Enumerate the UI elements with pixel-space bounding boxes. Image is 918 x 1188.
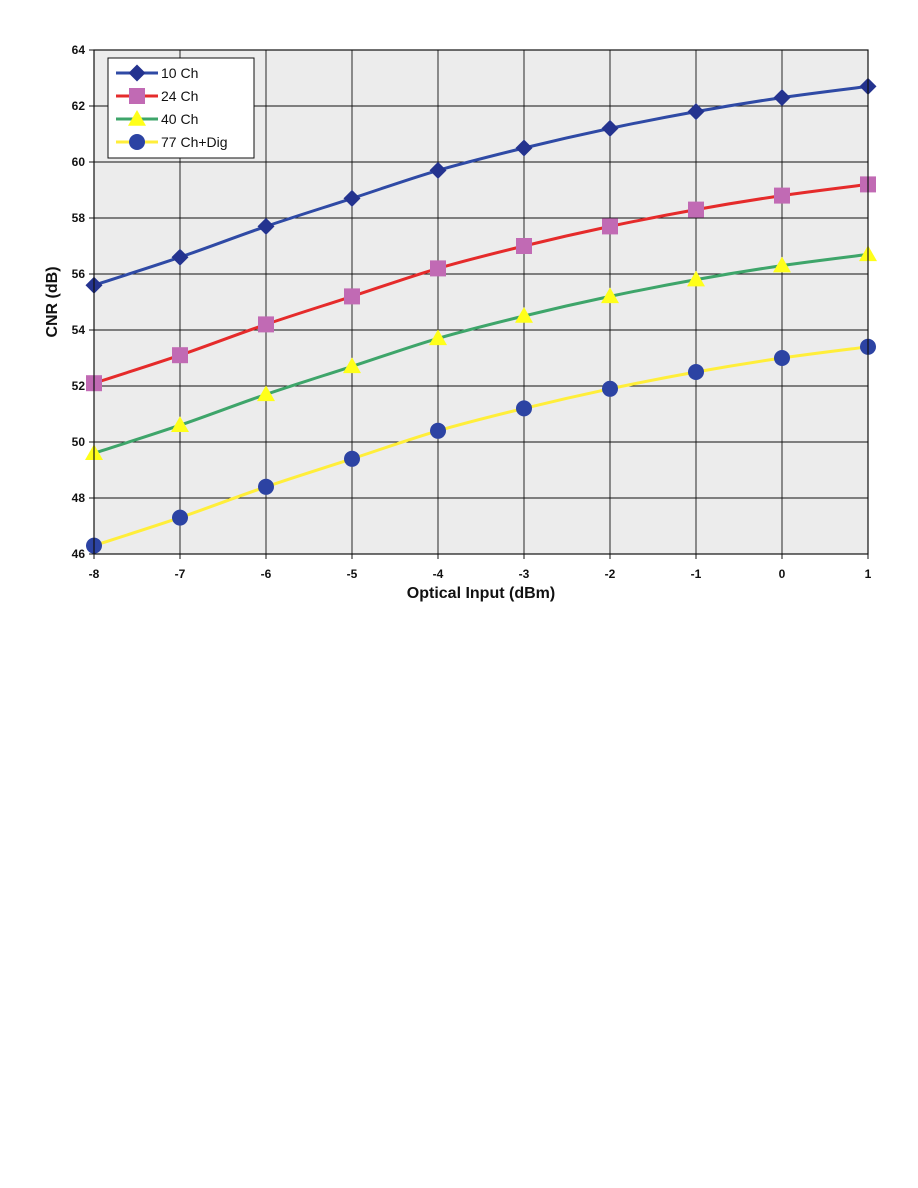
x-tick-label: -4 bbox=[433, 567, 444, 581]
data-point bbox=[516, 400, 532, 417]
data-point bbox=[774, 350, 790, 366]
series-markers bbox=[85, 245, 877, 460]
data-point bbox=[515, 139, 533, 157]
x-tick-label: -5 bbox=[347, 567, 358, 581]
y-axis-title: CNR (dB) bbox=[44, 266, 61, 337]
y-tick-label: 52 bbox=[72, 379, 86, 393]
data-point bbox=[257, 385, 275, 402]
legend-label: 40 Ch bbox=[161, 111, 198, 127]
data-point bbox=[688, 364, 704, 380]
data-point bbox=[430, 422, 446, 439]
data-point bbox=[171, 416, 189, 432]
data-point bbox=[687, 270, 705, 287]
y-tick-label: 56 bbox=[72, 267, 86, 281]
y-tick-label: 46 bbox=[72, 547, 86, 561]
y-tick-label: 60 bbox=[72, 155, 86, 169]
data-point bbox=[344, 288, 360, 305]
data-point bbox=[687, 103, 705, 121]
data-point bbox=[258, 478, 274, 495]
data-point bbox=[344, 450, 360, 467]
x-tick-label: -6 bbox=[261, 567, 272, 581]
series-lines bbox=[85, 77, 877, 554]
series-line bbox=[93, 345, 869, 548]
data-point bbox=[429, 329, 447, 346]
series-markers bbox=[85, 77, 877, 294]
data-point bbox=[343, 189, 361, 207]
x-tick-label: -3 bbox=[519, 567, 530, 581]
legend-swatch-marker bbox=[129, 88, 145, 104]
x-tick-label: -1 bbox=[691, 567, 702, 581]
legend-label: 24 Ch bbox=[161, 88, 198, 104]
x-tick-labels: -8 -7 -6 -5 -4 -3 -2 -1 0 1 bbox=[89, 554, 872, 581]
x-tick-label: 0 bbox=[779, 567, 786, 581]
y-tick-label: 64 bbox=[72, 43, 86, 57]
data-point bbox=[601, 287, 619, 304]
data-point bbox=[773, 89, 791, 107]
data-point bbox=[688, 201, 704, 218]
y-tick-labels: 46 48 50 52 54 56 58 60 62 64 bbox=[72, 43, 94, 561]
data-point bbox=[602, 380, 618, 397]
data-point bbox=[515, 307, 533, 323]
legend-swatch-marker bbox=[128, 64, 146, 82]
legend-label: 77 Ch+Dig bbox=[161, 134, 228, 150]
data-point bbox=[172, 509, 188, 526]
data-point bbox=[172, 347, 188, 364]
data-point bbox=[257, 217, 275, 235]
data-point bbox=[773, 256, 791, 273]
data-point bbox=[602, 218, 618, 235]
x-axis-title: Optical Input (dBm) bbox=[407, 585, 555, 602]
series-line bbox=[93, 182, 869, 385]
legend-label: 10 Ch bbox=[161, 65, 198, 81]
data-point bbox=[774, 187, 790, 204]
x-tick-label: -2 bbox=[605, 567, 616, 581]
y-tick-label: 50 bbox=[72, 435, 86, 449]
data-point bbox=[429, 161, 447, 179]
data-point bbox=[171, 248, 189, 266]
plot-border bbox=[93, 49, 869, 555]
series-line bbox=[93, 252, 869, 455]
data-point bbox=[258, 316, 274, 333]
y-tick-label: 48 bbox=[72, 491, 86, 505]
y-tick-label: 54 bbox=[72, 323, 86, 337]
legend-swatch-marker bbox=[129, 134, 145, 150]
x-tick-label: -8 bbox=[89, 567, 100, 581]
legend-swatch-marker bbox=[128, 110, 146, 126]
x-tick-label: -7 bbox=[175, 567, 186, 581]
series-line bbox=[93, 84, 869, 287]
x-tick-label: 1 bbox=[865, 567, 872, 581]
data-point bbox=[430, 260, 446, 277]
legend: 10 Ch 24 Ch 40 Ch 77 Ch+Dig bbox=[107, 57, 255, 159]
y-tick-label: 62 bbox=[72, 99, 86, 113]
data-point bbox=[516, 238, 532, 254]
y-tick-label: 58 bbox=[72, 211, 86, 225]
series-markers bbox=[86, 338, 876, 554]
data-point bbox=[601, 119, 619, 137]
data-point bbox=[343, 357, 361, 374]
